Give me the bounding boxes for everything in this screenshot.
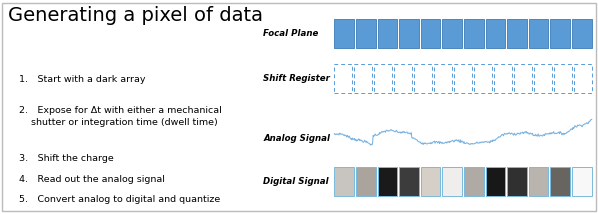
Bar bbox=[529, 167, 548, 196]
Text: Digital Signal: Digital Signal bbox=[263, 177, 329, 186]
Bar bbox=[464, 19, 484, 48]
Bar bbox=[434, 64, 452, 93]
Bar bbox=[421, 19, 441, 48]
Bar bbox=[443, 19, 462, 48]
Bar bbox=[514, 64, 532, 93]
Bar bbox=[399, 19, 419, 48]
Bar bbox=[572, 167, 591, 196]
Bar bbox=[443, 167, 462, 196]
Bar bbox=[572, 19, 591, 48]
Bar bbox=[464, 167, 484, 196]
Bar bbox=[494, 64, 512, 93]
Text: 4.  Read out the analog signal: 4. Read out the analog signal bbox=[19, 175, 165, 184]
Bar bbox=[374, 64, 392, 93]
Bar bbox=[334, 19, 354, 48]
Bar bbox=[356, 167, 376, 196]
Bar bbox=[378, 167, 397, 196]
Bar bbox=[573, 64, 591, 93]
Text: Analog Signal: Analog Signal bbox=[263, 134, 330, 143]
Text: 5.  Convert analog to digital and quantize: 5. Convert analog to digital and quantiz… bbox=[19, 195, 221, 204]
Bar bbox=[507, 167, 527, 196]
Text: 1.  Start with a dark array: 1. Start with a dark array bbox=[19, 75, 146, 84]
Bar bbox=[554, 64, 572, 93]
Bar bbox=[356, 19, 376, 48]
Bar bbox=[399, 167, 419, 196]
Bar bbox=[534, 64, 552, 93]
Bar bbox=[454, 64, 472, 93]
Text: 2.  Expose for Δt with either a mechanical
    shutter or integration time (dwel: 2. Expose for Δt with either a mechanica… bbox=[19, 107, 222, 127]
Bar bbox=[421, 167, 441, 196]
Bar bbox=[529, 19, 548, 48]
Bar bbox=[378, 19, 397, 48]
Bar bbox=[394, 64, 412, 93]
Text: Focal Plane: Focal Plane bbox=[263, 29, 319, 38]
Bar bbox=[551, 19, 570, 48]
Text: Generating a pixel of data: Generating a pixel of data bbox=[8, 6, 263, 25]
Bar bbox=[414, 64, 432, 93]
Bar bbox=[486, 19, 505, 48]
Bar bbox=[486, 167, 505, 196]
Bar bbox=[551, 167, 570, 196]
Bar bbox=[334, 64, 352, 93]
Text: 3.  Shift the charge: 3. Shift the charge bbox=[19, 154, 114, 163]
Text: Shift Register: Shift Register bbox=[263, 74, 330, 83]
Bar bbox=[507, 19, 527, 48]
Bar bbox=[474, 64, 492, 93]
Bar bbox=[355, 64, 373, 93]
Bar bbox=[334, 167, 354, 196]
